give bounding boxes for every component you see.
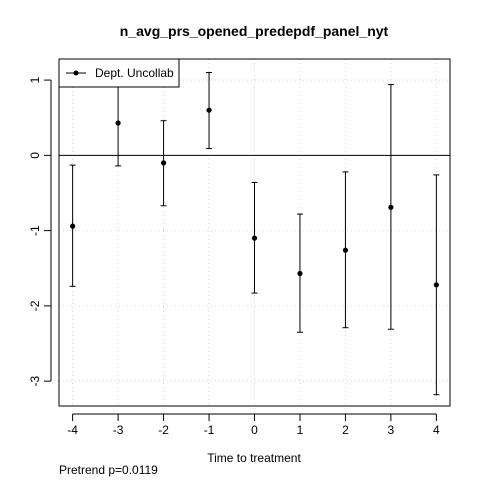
x-tick-label: 4: [433, 423, 440, 437]
data-point: [297, 270, 303, 277]
data-point: [342, 247, 349, 253]
data-point: [115, 120, 121, 126]
y-tick-label: 0: [28, 152, 42, 159]
data-point: [70, 223, 76, 229]
y-tick-label: -2: [28, 300, 42, 311]
legend-entry-label: Dept. Uncollab: [95, 66, 174, 80]
legend-point-swatch: [73, 70, 79, 76]
data-point: [433, 282, 439, 288]
y-axis: -3 -2 -1 0 1: [28, 76, 52, 387]
x-tick-label: 0: [251, 423, 258, 437]
error-bars: [69, 72, 440, 396]
y-tick-label: -3: [28, 376, 42, 387]
pretrend-note: Pretrend p=0.0119: [59, 463, 158, 477]
x-axis-label: Time to treatment: [207, 451, 301, 465]
data-point: [388, 204, 394, 210]
x-tick-label: 1: [297, 423, 304, 437]
x-tick-label: -4: [67, 423, 78, 437]
x-axis: -4 -3 -2 -1 0 1 2 3 4: [67, 413, 440, 437]
x-tick-label: -2: [158, 423, 169, 437]
chart-title: n_avg_prs_opened_predepdf_panel_nyt: [120, 23, 389, 39]
x-tick-label: -3: [113, 423, 124, 437]
x-tick-label: 2: [342, 423, 349, 437]
x-tick-label: -1: [204, 423, 215, 437]
y-tick-label: -1: [28, 225, 42, 236]
y-tick-label: 1: [28, 76, 42, 83]
data-point: [160, 160, 167, 166]
data-point: [251, 235, 258, 241]
plot-frame: [58, 58, 451, 407]
data-point: [206, 107, 212, 113]
x-tick-label: 3: [388, 423, 395, 437]
data-points: [70, 107, 439, 288]
legend: Dept. Uncollab: [58, 58, 180, 88]
